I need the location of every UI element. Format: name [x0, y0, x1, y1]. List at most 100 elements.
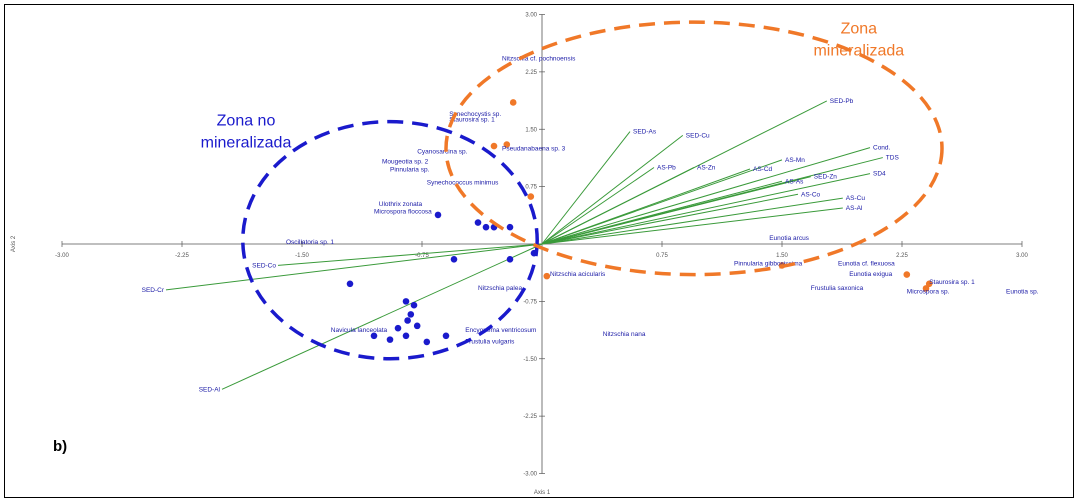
- species-label: Mougeotia sp. 2: [382, 159, 429, 166]
- vector-label: AS-Zn: [697, 165, 716, 172]
- zone-label: mineralizada: [813, 43, 904, 60]
- vector-label: SED-Cu: [686, 132, 710, 139]
- vector-as-cd: [541, 168, 751, 245]
- vector-as-co: [541, 193, 799, 245]
- species-label: Nitzschia acicularis: [550, 271, 606, 278]
- species-label: Frustulia vulgaris: [465, 338, 515, 345]
- x-axis-title: Axis 1: [534, 490, 551, 496]
- sample-point-blue: [386, 336, 394, 343]
- y-tick-label: -1.50: [523, 357, 537, 363]
- species-label: Encyonema ventricosum: [465, 327, 536, 334]
- sample-point-blue: [404, 317, 411, 324]
- sample-point-blue: [442, 332, 450, 340]
- sample-point-blue: [423, 338, 431, 346]
- vector-label: SED-Co: [252, 262, 276, 269]
- x-tick-label: 1.50: [776, 253, 788, 259]
- panel-label: b): [53, 438, 67, 455]
- species-label: Nitzschia cf. pochnoensis: [502, 55, 576, 62]
- sample-point-blue: [506, 223, 514, 231]
- x-tick-label: -3.00: [55, 253, 69, 259]
- vector-label: SED-As: [633, 129, 657, 136]
- sample-points: [346, 99, 933, 346]
- sample-point-blue: [506, 256, 514, 263]
- vector-sed-cr: [165, 243, 543, 291]
- species-label: Ulothrix zonata: [379, 201, 423, 208]
- sample-point-blue: [482, 223, 490, 231]
- vector-label: SED-Zn: [814, 174, 838, 181]
- species-label: Eunotia cf. flexuosa: [838, 260, 895, 267]
- vector-label: SED-Cr: [142, 287, 165, 294]
- vector-as-as: [541, 180, 783, 245]
- x-tick-label: 0.75: [656, 253, 668, 259]
- sample-point-blue: [394, 324, 402, 332]
- vector-label: Cond.: [873, 145, 891, 152]
- species-labels: Nitzschia cf. pochnoensis Synechocystis s…: [286, 55, 1039, 345]
- zone-ellipse-1: [241, 119, 539, 361]
- species-label: Synechococcus minimus: [427, 179, 499, 186]
- species-label: Synechocystis sp.: [449, 111, 501, 118]
- vector-label: AS-Pb: [657, 165, 676, 172]
- y-tick-label: 3.00: [525, 13, 537, 19]
- sample-point-blue: [474, 219, 482, 226]
- y-axis-title: Axis 2: [11, 235, 17, 252]
- vector-sed-al: [221, 243, 543, 390]
- sample-point-orange: [543, 272, 551, 280]
- y-tick-label: -0.75: [523, 299, 537, 305]
- species-label: Navicula lanceolata: [331, 327, 388, 334]
- vector-label: AS-Al: [846, 205, 863, 212]
- species-label: Cyanosarcina sp.: [417, 149, 467, 156]
- sample-point-orange: [903, 271, 911, 278]
- vector-as-pb: [541, 167, 655, 245]
- zone-label: Zona: [841, 21, 878, 38]
- species-label: Eunotia sp.: [1006, 289, 1039, 296]
- y-tick-label: -2.25: [523, 414, 537, 420]
- y-tick-label: 0.75: [525, 185, 537, 191]
- sample-point-blue: [370, 332, 378, 340]
- vector-label: AS-Mn: [785, 157, 805, 164]
- sample-point-blue: [402, 332, 410, 340]
- species-label: Pseudanabaena sp. 3: [502, 146, 566, 153]
- vector-as-al: [541, 207, 843, 245]
- vector-label: SED-Al: [199, 386, 221, 393]
- x-tick-label: 2.25: [896, 253, 908, 259]
- vector-label: TDS: [886, 155, 900, 162]
- sample-point-blue: [346, 280, 354, 288]
- species-label: Staurosira sp. 1: [929, 279, 975, 286]
- sample-point-orange: [527, 193, 535, 200]
- x-tick-label: -0.75: [415, 253, 429, 259]
- vector-as-cu: [541, 197, 843, 245]
- sample-point-orange: [509, 99, 517, 106]
- sample-point-blue: [410, 301, 418, 309]
- sample-point-blue: [434, 211, 442, 219]
- species-label: Pinnularia sp.: [390, 166, 430, 173]
- species-label: Nitzschia palea: [478, 285, 522, 292]
- x-tick-label: 3.00: [1016, 253, 1028, 259]
- sample-point-blue: [413, 322, 421, 330]
- vector-sed-cu: [541, 134, 684, 245]
- species-label: Nitzschia nana: [603, 331, 646, 338]
- y-tick-label: 1.50: [525, 127, 537, 133]
- species-label: Eunotia exigua: [849, 271, 892, 278]
- sample-point-orange: [503, 141, 511, 148]
- vector-sed-as: [541, 131, 631, 245]
- sample-point-orange: [925, 280, 933, 288]
- species-label: Oscillatoria sp. 1: [286, 239, 334, 246]
- sample-point-blue: [402, 298, 410, 305]
- sample-point-orange: [922, 285, 930, 292]
- sample-point-blue: [407, 311, 415, 318]
- y-tick-label: 2.25: [525, 70, 537, 76]
- zone-label: mineralizada: [201, 134, 292, 151]
- zone-label: Zona no: [217, 112, 276, 129]
- zone-ellipse-2: [444, 20, 944, 277]
- x-tick-label: -2.25: [175, 253, 189, 259]
- vector-label: AS-Cd: [753, 166, 773, 173]
- vector-as-zn: [541, 167, 695, 245]
- species-label: Eunotia arcus: [769, 235, 809, 242]
- y-tick-label: -3.00: [523, 472, 537, 478]
- zones: Zona no mineralizada Zona mineralizada: [201, 20, 944, 361]
- vector-sd4: [541, 173, 871, 245]
- vector-label: AS-Cu: [846, 195, 866, 202]
- species-label: Staurosira sp. 1: [449, 117, 495, 124]
- species-label: Microspora floccosa: [374, 208, 432, 215]
- sample-point-blue: [450, 256, 458, 263]
